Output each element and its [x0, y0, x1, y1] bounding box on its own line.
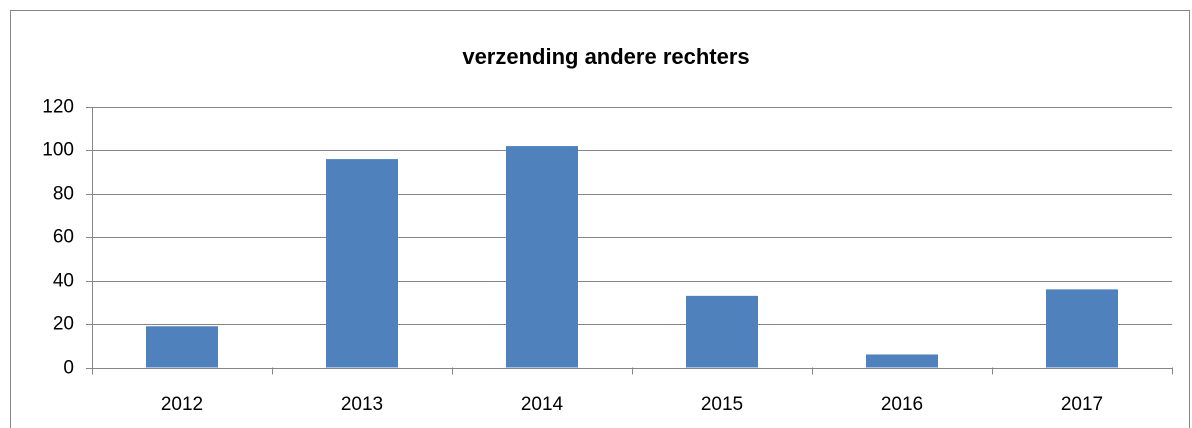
bar — [506, 146, 578, 368]
y-tick-label: 20 — [53, 314, 74, 335]
bar — [326, 159, 398, 368]
bar — [866, 354, 938, 368]
y-tick-label: 40 — [53, 271, 74, 292]
x-tick-label: 2012 — [161, 394, 203, 415]
x-tick-label: 2015 — [701, 394, 743, 415]
x-tick-label: 2014 — [521, 394, 564, 415]
bar — [146, 326, 218, 368]
y-tick-label: 80 — [53, 184, 74, 205]
y-tick-label: 60 — [53, 227, 74, 248]
bar — [1046, 289, 1118, 368]
y-tick-label: 0 — [63, 358, 74, 379]
x-tick-label: 2016 — [881, 394, 923, 415]
bar — [686, 295, 758, 368]
y-tick-label: 100 — [42, 140, 74, 161]
x-tick-label: 2013 — [341, 394, 383, 415]
y-tick-label: 120 — [42, 97, 74, 118]
chart-title: verzending andere rechters — [462, 44, 749, 69]
x-tick-label: 2017 — [1061, 394, 1103, 415]
